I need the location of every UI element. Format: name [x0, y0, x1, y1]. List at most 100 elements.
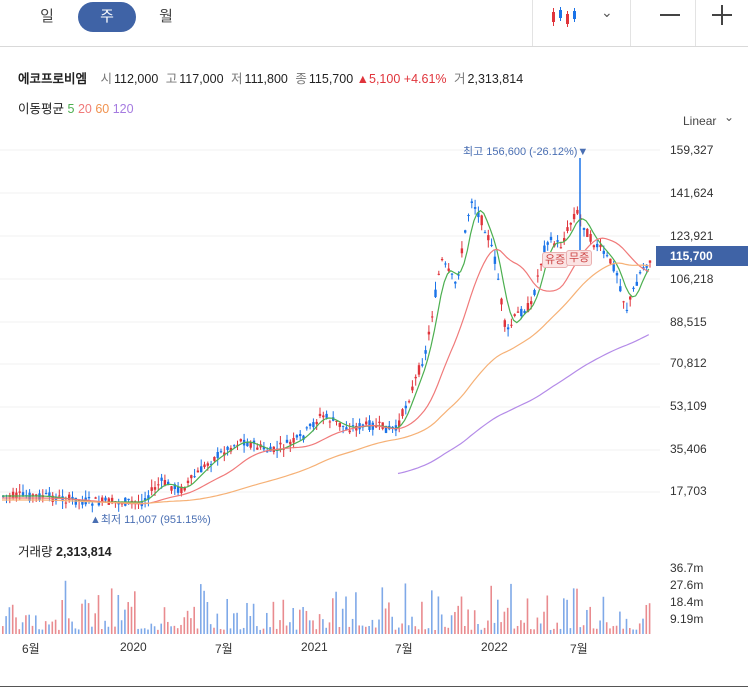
- volume-bar: [147, 629, 149, 634]
- candlestick-icon[interactable]: [551, 6, 579, 28]
- volume-bar: [411, 616, 413, 634]
- candle: [596, 243, 599, 248]
- low-value: 111,800: [244, 72, 288, 86]
- volume-bar: [233, 613, 235, 634]
- candle: [200, 466, 203, 473]
- volume-bar: [414, 626, 417, 634]
- chevron-down-icon[interactable]: ⌄: [601, 4, 613, 20]
- current-price-tag: 115,700: [656, 246, 748, 266]
- minus-icon[interactable]: [660, 14, 680, 16]
- volume-bar: [328, 622, 331, 634]
- stock-name: 에코프로비엠: [18, 72, 88, 86]
- volume-bar: [94, 613, 96, 634]
- bonus-issue-badge[interactable]: 무증: [566, 250, 593, 266]
- candle: [417, 365, 421, 375]
- candle: [38, 493, 41, 500]
- volume-bar: [431, 590, 433, 634]
- volume-bar: [454, 611, 456, 634]
- volume-bar: [556, 622, 558, 634]
- volume-bar: [602, 596, 605, 634]
- tab-month[interactable]: 월: [159, 8, 173, 25]
- volume-bar: [437, 596, 440, 634]
- volume-bar: [269, 627, 271, 634]
- volume-chart[interactable]: [0, 530, 660, 635]
- candle: [176, 486, 180, 493]
- volume-bar: [332, 598, 334, 634]
- volume-bar: [615, 625, 618, 634]
- volume-bar: [74, 628, 77, 634]
- volume-bar: [434, 629, 436, 634]
- volume-bar: [629, 628, 631, 634]
- volume-bar: [407, 625, 410, 634]
- y-tick-label: 35,406: [670, 442, 707, 456]
- candle: [625, 309, 629, 311]
- candle: [648, 260, 652, 263]
- candle: [638, 272, 642, 274]
- volume-bar: [206, 601, 209, 634]
- period-toolbar: 일 주 월 ⌄: [0, 0, 748, 47]
- volume-bar: [460, 596, 463, 634]
- volume-panel-title: 거래량 2,313,814: [18, 541, 112, 560]
- volume-bar: [523, 622, 525, 634]
- volume-bar: [64, 580, 67, 634]
- candle: [530, 301, 533, 305]
- volume-bar: [483, 627, 486, 634]
- candle: [506, 327, 510, 330]
- tab-week[interactable]: 주: [78, 2, 136, 32]
- candle: [289, 441, 292, 445]
- volume-bar: [526, 598, 529, 634]
- scale-mode-selector[interactable]: Linear: [683, 114, 717, 128]
- volume-bar: [358, 625, 360, 634]
- volume-bar: [497, 599, 499, 634]
- volume-bar: [239, 629, 242, 634]
- volume-bar: [219, 629, 222, 634]
- volume-bar: [203, 590, 205, 634]
- volume-bar: [440, 614, 443, 634]
- candle: [440, 259, 444, 261]
- volume-bar: [586, 609, 588, 634]
- candle: [262, 446, 266, 450]
- candle: [341, 425, 345, 427]
- candle: [180, 486, 183, 494]
- volume-bar: [348, 626, 351, 634]
- volume-bar: [58, 629, 60, 634]
- low-label: 저: [231, 72, 243, 86]
- candle: [299, 434, 302, 437]
- candle: [206, 463, 209, 466]
- volume-bar: [97, 595, 100, 634]
- candle: [256, 447, 259, 450]
- candle: [549, 236, 553, 241]
- volume-bar: [81, 603, 83, 634]
- volume-bar: [487, 620, 489, 634]
- volume-tick-label: 18.4m: [670, 595, 704, 609]
- candle: [338, 422, 341, 427]
- volume-bar: [503, 611, 506, 634]
- candle: [520, 308, 523, 317]
- volume-bar: [635, 629, 638, 634]
- volume-bar: [325, 627, 327, 634]
- candle: [427, 331, 431, 335]
- volume-bar: [262, 628, 265, 634]
- volume-bar: [229, 628, 232, 634]
- volume-bar: [371, 619, 374, 634]
- candle: [503, 320, 506, 327]
- candle: [371, 422, 374, 430]
- rights-issue-badge[interactable]: 유증: [542, 252, 569, 268]
- tab-day[interactable]: 일: [40, 8, 54, 25]
- candle: [401, 409, 404, 417]
- candle: [150, 487, 153, 491]
- volume-bar: [467, 609, 469, 634]
- candle: [345, 427, 348, 430]
- chevron-down-icon[interactable]: ⌄: [724, 110, 735, 124]
- y-tick-label: 53,109: [670, 399, 707, 413]
- volume-label: 거: [454, 72, 466, 86]
- volume-bar: [223, 629, 225, 634]
- price-chart[interactable]: [0, 130, 660, 530]
- candle: [533, 289, 536, 295]
- moving-average-legend[interactable]: 이동평균 5 20 60 120: [18, 98, 134, 117]
- candle: [434, 289, 437, 298]
- volume-bar: [71, 621, 73, 634]
- volume-bar: [209, 624, 212, 634]
- volume-bar: [569, 628, 572, 634]
- candle: [536, 275, 539, 277]
